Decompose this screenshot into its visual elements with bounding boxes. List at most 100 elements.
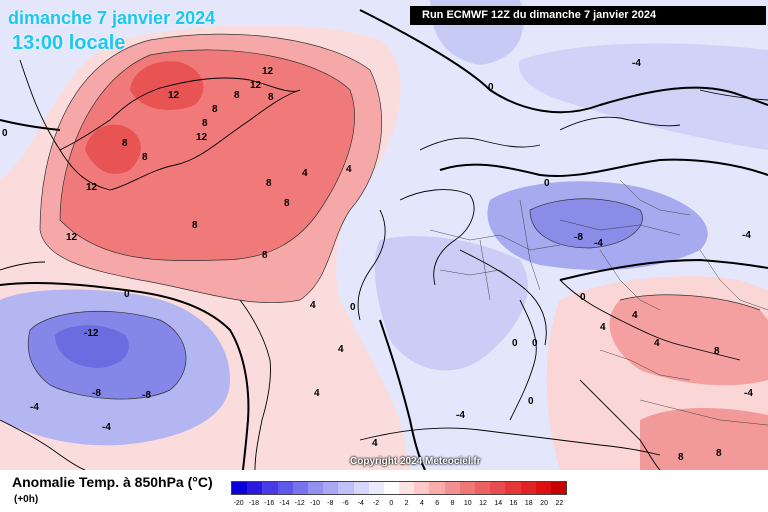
anomaly-zone-east-red2 (640, 408, 768, 470)
anomaly-zone-europe-pale (374, 236, 528, 371)
color-scale-tick-label: 20 (540, 500, 548, 507)
color-scale-swatch (338, 482, 354, 494)
map-date-title: dimanche 7 janvier 2024 (8, 8, 216, 28)
color-scale-swatch (535, 482, 551, 494)
contour-label: -4 (456, 410, 465, 421)
contour-label: 8 (716, 448, 722, 459)
contour-label: 0 (512, 338, 518, 349)
contour-label: 8 (268, 92, 274, 103)
contour-label: 0 (528, 396, 534, 407)
contour-label: 12 (196, 132, 208, 143)
contour-label: 8 (266, 178, 272, 189)
color-scale-swatch (262, 482, 278, 494)
contour-label: 0 (488, 82, 494, 93)
color-scale-swatch (490, 482, 506, 494)
color-scale-tick-label: -4 (357, 500, 364, 507)
color-scale-swatch (399, 482, 415, 494)
color-scale-swatch (414, 482, 430, 494)
color-scale-bar (231, 481, 567, 495)
color-scale-tick-label: -20 (233, 500, 244, 507)
contour-label: 12 (250, 80, 262, 91)
contour-label: 4 (346, 164, 352, 175)
contour-label: 0 (124, 289, 130, 300)
color-scale-swatch (429, 482, 445, 494)
contour-label: 4 (314, 388, 320, 399)
contour-label: 0 (2, 128, 8, 139)
contour-label: -4 (742, 230, 751, 241)
anomaly-zone-arctic-blue (519, 43, 768, 150)
color-scale-swatch (277, 482, 293, 494)
color-scale-tick-label: 14 (494, 500, 503, 507)
contour-label: 8 (202, 118, 208, 129)
contour-label: -4 (102, 422, 111, 433)
contour-label: 8 (192, 220, 198, 231)
color-scale-tick-label: -2 (372, 500, 380, 507)
color-scale-swatch (323, 482, 339, 494)
anomaly-zone-europe-blue-dark (530, 198, 643, 248)
country-borders (429, 179, 768, 426)
contour-label: 12 (66, 232, 78, 243)
color-scale-swatch (444, 482, 460, 494)
color-scale-tick-label: 4 (419, 500, 424, 507)
contour-label: 0 (350, 302, 356, 313)
color-scale-swatch (307, 482, 324, 494)
color-scale-tick-label: -18 (248, 500, 259, 507)
contour-label: -8 (574, 232, 583, 243)
contour-label: -4 (594, 238, 603, 249)
contour-label: 8 (142, 152, 148, 163)
contour-label: 8 (212, 104, 218, 115)
isolines (27, 33, 761, 400)
contour-label: 4 (372, 438, 378, 449)
contour-label: -4 (30, 402, 39, 413)
contour-label: 8 (262, 250, 268, 261)
contour-label: 0 (580, 292, 586, 303)
map-time-title: 13:00 locale (12, 32, 126, 54)
contour-label: 0 (544, 178, 550, 189)
contour-label: -8 (142, 390, 151, 401)
contour-label: 8 (234, 90, 240, 101)
contour-label: 4 (338, 344, 344, 355)
contour-label: 8 (284, 198, 290, 209)
color-scale-tick-label: 16 (509, 500, 518, 507)
color-scale-tick-label: 10 (463, 500, 472, 507)
color-scale-tick-label: -12 (294, 500, 305, 507)
legend-title: Anomalie Temp. à 850hPa (°C) (12, 474, 213, 490)
contour-label: 12 (262, 66, 274, 77)
color-scale-swatch (232, 482, 248, 494)
color-scale-tick-label: 0 (389, 500, 394, 507)
contour-label: 8 (678, 452, 684, 463)
color-scale-swatch (505, 482, 521, 494)
contour-label: -4 (632, 58, 641, 69)
color-scale-swatch (475, 482, 491, 494)
color-scale-swatch (550, 482, 567, 494)
color-scale-tick-label: -14 (279, 500, 290, 507)
color-scale-tick-label: -6 (342, 500, 349, 507)
contour-label: 4 (600, 322, 606, 333)
contour-label: -8 (92, 388, 101, 399)
color-scale-swatch (353, 482, 369, 494)
contour-label: 4 (310, 300, 316, 311)
anomaly-map: 12 12 8 8 8 8 12 12 8 8 12 12 8 4 8 8 8 … (0, 0, 768, 470)
contour-label: 8 (122, 138, 128, 149)
anomaly-zone-red (60, 49, 355, 261)
color-scale-ticks: -20 -18 -16 -14 -12 -10 -8 -6 -4 -2 0 2 4 6 8 10 12 14 16 1… (231, 500, 567, 510)
zero-contours (0, 9, 768, 470)
contour-label: 8 (714, 346, 720, 357)
color-scale-tick-label: 12 (479, 500, 487, 507)
color-scale-tick-label: -10 (309, 500, 321, 507)
color-scale-swatch (247, 482, 263, 494)
contour-label: 12 (86, 182, 98, 193)
color-scale-tick-label: 22 (555, 500, 564, 507)
color-scale-tick-label: 6 (435, 500, 440, 507)
color-scale-swatch (383, 482, 400, 494)
copyright-notice: Copyright 2024 Meteociel.fr (350, 456, 481, 467)
color-scale-tick-label: 2 (404, 500, 409, 507)
anomaly-zone-blue-dark (55, 325, 129, 368)
anomaly-zone-east-red (609, 294, 768, 386)
color-scale-swatch (368, 482, 384, 494)
anomaly-zone-dark-red (85, 61, 204, 174)
contour-label: 0 (532, 338, 538, 349)
color-scale-swatch (292, 482, 308, 494)
contour-label: -12 (84, 328, 99, 339)
contour-label: 12 (168, 90, 180, 101)
